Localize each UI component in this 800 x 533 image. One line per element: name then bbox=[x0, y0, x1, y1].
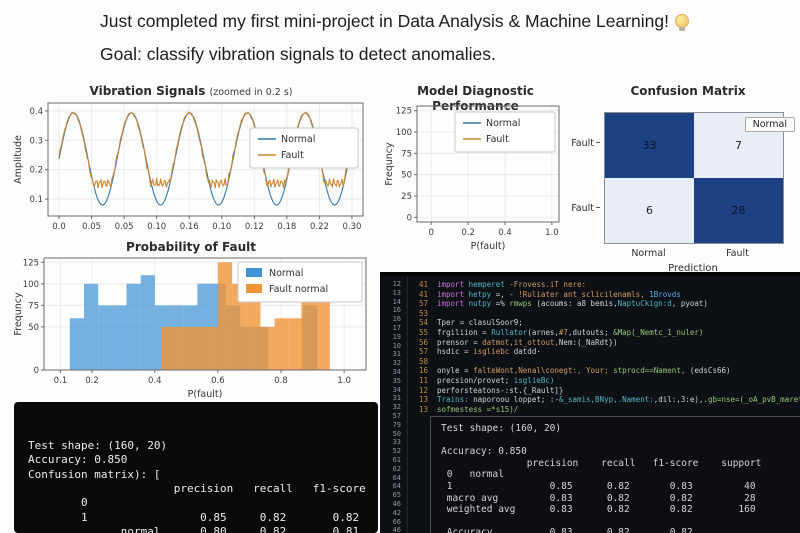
code-line: 56 prensor = datmot,it_ottout,Nem:(_NaRdt… bbox=[418, 337, 618, 347]
svg-text:P(fault): P(fault) bbox=[471, 241, 506, 252]
svg-text:0.4: 0.4 bbox=[498, 228, 512, 238]
svg-text:P(fault): P(fault) bbox=[188, 389, 223, 398]
matrix-xlabel: Prediction bbox=[668, 263, 718, 274]
matrix-cell: 33 bbox=[605, 113, 694, 178]
terminal-left: Test shape: (160, 20) Accuracy: 0.850 Conf… bbox=[14, 402, 378, 533]
svg-text:0.1: 0.1 bbox=[29, 195, 43, 205]
histogram-title: Probability of Fault bbox=[126, 240, 256, 254]
model-diagnostic-chart: Model Diagnostic Performance 0 0.2 0.4 1.0 1… bbox=[383, 84, 568, 261]
model-diagnostic-plot: 0 0.2 0.4 1.0 125 100 75 50 25 0 Frequncy P(fault) N… bbox=[384, 105, 560, 252]
svg-text:0.2: 0.2 bbox=[29, 166, 43, 176]
svg-text:Fault normal: Fault normal bbox=[269, 284, 328, 295]
svg-text:0: 0 bbox=[34, 366, 39, 376]
histogram-plot: 0.1 0.2 0.4 0.6 0.8 1.0 125 100 75 50 0 Frequncy P(f… bbox=[13, 257, 367, 400]
code-line: 41 import hetpy =, - !Ruliater ant sclici… bbox=[418, 289, 681, 299]
svg-text:0.8: 0.8 bbox=[274, 376, 288, 386]
matrix-row-label: Fault bbox=[560, 138, 600, 149]
probability-histogram-chart: Probability of Fault 0.1 0.2 0.4 0.6 0.8 1.0 1… bbox=[12, 240, 370, 403]
svg-text:0.4: 0.4 bbox=[29, 107, 43, 117]
vibration-plot: 0.0 0.05 0.05 0.10 0.16 0.10 0.12 0.18 0.22 0.30 0… bbox=[13, 102, 364, 232]
svg-text:0.6: 0.6 bbox=[211, 376, 225, 386]
svg-text:0.05: 0.05 bbox=[82, 222, 101, 232]
svg-text:50: 50 bbox=[401, 171, 412, 181]
matrix-legend-chip: Normal bbox=[744, 117, 795, 132]
svg-text:0: 0 bbox=[407, 213, 412, 223]
code-line: 12 perforsteatons-:st.{_Rault]} bbox=[418, 385, 564, 395]
svg-text:Normal: Normal bbox=[281, 134, 315, 145]
svg-text:0: 0 bbox=[428, 228, 433, 238]
header-line1: Just completed my first mini-project in … bbox=[100, 11, 669, 31]
vibration-signals-chart: Vibration Signals (zoomed in 0.2 s) 0.0 0… bbox=[12, 84, 370, 241]
svg-text:125: 125 bbox=[396, 107, 412, 117]
code-rows: 41 import hemperet -Frovess.iT nere: 41 imp… bbox=[408, 280, 800, 414]
svg-text:0.18: 0.18 bbox=[277, 222, 296, 232]
model-diagnostic-title: Model Diagnostic Performance bbox=[417, 84, 534, 113]
svg-text:0.10: 0.10 bbox=[212, 222, 231, 232]
confusion-matrix-title: Confusion Matrix bbox=[630, 84, 746, 98]
code-line: 16 onyle = falteWont,Nenal\conegt:, Your;… bbox=[418, 366, 731, 376]
terminal-left-body: Test shape: (160, 20) Accuracy: 0.850 Conf… bbox=[28, 438, 366, 533]
svg-text:100: 100 bbox=[396, 128, 412, 138]
code-line: 41 import hemperet -Frovess.iT nere: bbox=[418, 280, 587, 289]
code-line: 57 hsdic = isgliebc datdd· bbox=[418, 347, 541, 357]
svg-text:25: 25 bbox=[401, 192, 412, 202]
code-editor-panel: 12 13 14 16 16 17 19 10 31 32 34 35 34 31 32 57 79 50 33 52… bbox=[380, 272, 800, 533]
matrix-cell: 28 bbox=[694, 178, 783, 243]
svg-text:0.2: 0.2 bbox=[85, 376, 99, 386]
svg-text:1.0: 1.0 bbox=[545, 228, 559, 238]
code-line: 11 precsion/provet; isglieBc) bbox=[418, 375, 555, 385]
code-line: 13 sofmestess =*s15)/ bbox=[418, 404, 519, 414]
svg-text:50: 50 bbox=[28, 323, 39, 333]
svg-text:0.12: 0.12 bbox=[245, 222, 264, 232]
code-line: 58 bbox=[418, 356, 428, 366]
confusion-matrix-chart: Confusion Matrix 33 7 6 28 Normal Predictio… bbox=[571, 84, 798, 276]
svg-text:0.10: 0.10 bbox=[147, 222, 166, 232]
svg-text:Amplitude: Amplitude bbox=[13, 135, 24, 184]
code-line: 54 Tper = clasulSoor9; bbox=[418, 318, 523, 328]
matrix-cell: 6 bbox=[605, 178, 694, 243]
vibration-chart-title: Vibration Signals (zoomed in 0.2 s) bbox=[89, 84, 293, 98]
svg-text:100: 100 bbox=[23, 280, 39, 290]
matrix-col-label: Normal bbox=[631, 248, 666, 259]
svg-text:0.16: 0.16 bbox=[180, 222, 199, 232]
matrix-row-label: Fault bbox=[560, 203, 600, 214]
svg-text:Fault: Fault bbox=[486, 134, 509, 145]
svg-text:0.3: 0.3 bbox=[29, 136, 43, 146]
matrix-col-label: Fault bbox=[726, 248, 749, 259]
code-line: 13 Trains: naporoou loppet; :-&_samis,BNy… bbox=[418, 395, 800, 405]
code-line: 53 bbox=[418, 308, 428, 318]
svg-text:Frequncy: Frequncy bbox=[384, 142, 395, 186]
terminal-right: Test shape: (160, 20) Accuracy: 0.850 pr… bbox=[430, 416, 800, 533]
svg-text:0.22: 0.22 bbox=[310, 222, 329, 232]
svg-text:0.1: 0.1 bbox=[54, 376, 68, 386]
svg-text:1.0: 1.0 bbox=[337, 376, 351, 386]
svg-text:0.05: 0.05 bbox=[115, 222, 134, 232]
svg-text:0.2: 0.2 bbox=[461, 228, 475, 238]
svg-text:Fault: Fault bbox=[281, 150, 304, 161]
header-line2: Goal: classify vibration signals to dete… bbox=[100, 44, 496, 64]
svg-text:0.0: 0.0 bbox=[52, 222, 66, 232]
code-line: 55 frgiliion = Rullator(arnes,#7,dutouts;… bbox=[418, 327, 704, 337]
code-line: 57 import nutpy =% rmwps (acoums: a8 bemi… bbox=[418, 299, 708, 309]
svg-text:75: 75 bbox=[28, 301, 39, 311]
confusion-matrix-wrap: 33 7 6 28 Normal Prediction Fault Fault Norma… bbox=[571, 100, 798, 276]
lightbulb-icon bbox=[675, 14, 689, 31]
svg-text:Normal: Normal bbox=[486, 118, 520, 129]
confusion-matrix-grid: 33 7 6 28 bbox=[604, 112, 784, 244]
svg-text:125: 125 bbox=[23, 258, 39, 268]
svg-text:75: 75 bbox=[401, 149, 412, 159]
editor-code-area: 41 import hemperet -Frovess.iT nere: 41 imp… bbox=[408, 276, 800, 533]
svg-text:0.30: 0.30 bbox=[343, 222, 362, 232]
post-header: Just completed my first mini-project in … bbox=[100, 10, 780, 65]
svg-text:Normal: Normal bbox=[269, 268, 303, 279]
svg-text:0.4: 0.4 bbox=[148, 376, 162, 386]
editor-line-gutter: 12 13 14 16 16 17 19 10 31 32 34 35 34 31 32 57 79 50 33 52… bbox=[380, 276, 408, 533]
svg-text:Frequncy: Frequncy bbox=[13, 292, 24, 336]
